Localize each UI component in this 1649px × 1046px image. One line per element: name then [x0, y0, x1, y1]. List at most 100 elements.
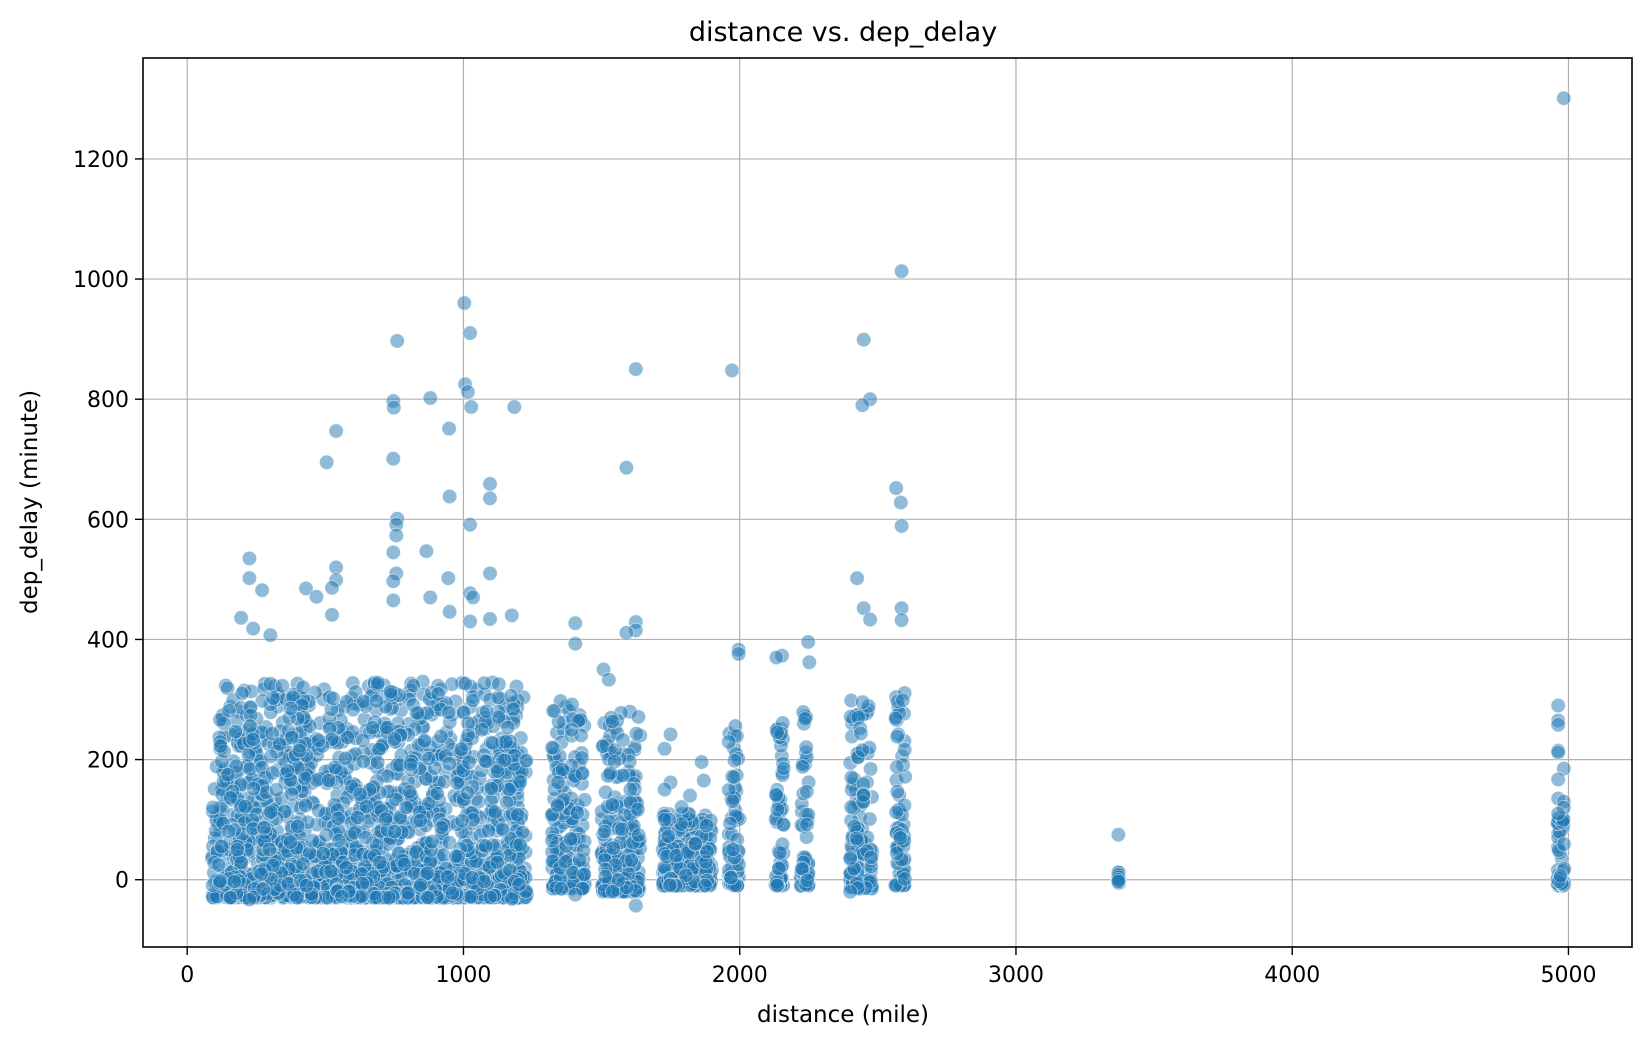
data-point	[1556, 836, 1572, 852]
x-tick-label: 3000	[988, 963, 1044, 988]
data-point	[331, 833, 347, 849]
data-point	[441, 604, 458, 620]
data-point	[350, 809, 366, 826]
data-point	[693, 754, 710, 770]
data-point	[308, 589, 325, 605]
data-point	[842, 850, 858, 866]
data-point	[888, 804, 904, 820]
data-point	[422, 589, 438, 606]
data-point	[463, 889, 479, 905]
data-point	[510, 807, 526, 823]
data-point	[494, 821, 511, 837]
data-point	[1556, 90, 1572, 106]
data-point	[576, 866, 592, 883]
data-point	[460, 384, 476, 400]
data-point	[553, 880, 569, 897]
data-point	[214, 838, 230, 855]
data-point	[597, 784, 614, 800]
data-point	[400, 885, 416, 901]
data-point	[234, 685, 250, 702]
data-point	[324, 607, 340, 623]
data-point	[1110, 827, 1127, 843]
data-point	[485, 735, 501, 751]
data-point	[413, 877, 429, 893]
y-tick-label: 400	[87, 628, 129, 653]
data-point	[550, 774, 566, 791]
data-point	[370, 675, 386, 691]
data-point	[799, 872, 815, 888]
data-point	[662, 877, 678, 893]
data-point	[262, 627, 278, 643]
data-points	[204, 90, 1572, 914]
data-point	[696, 772, 712, 789]
data-point	[205, 799, 221, 816]
data-point	[412, 812, 428, 829]
y-tick-label: 200	[87, 749, 129, 774]
x-tick-label: 2000	[712, 963, 768, 988]
y-tick-label: 800	[87, 388, 129, 413]
data-point	[448, 848, 464, 864]
data-point	[1550, 744, 1566, 761]
data-point	[478, 753, 494, 770]
data-point	[268, 782, 284, 798]
data-point	[478, 838, 494, 854]
data-point	[330, 810, 346, 827]
data-point	[618, 625, 635, 641]
data-point	[567, 636, 583, 652]
data-point	[889, 759, 905, 775]
data-point	[656, 741, 673, 757]
data-point	[482, 490, 498, 506]
data-point	[487, 804, 503, 820]
data-point	[848, 830, 865, 847]
data-point	[567, 615, 583, 631]
data-point	[385, 592, 401, 609]
data-point	[545, 703, 561, 719]
data-point	[323, 863, 339, 879]
data-point	[222, 889, 238, 906]
data-point	[862, 811, 878, 827]
data-point	[418, 543, 434, 559]
data-point	[282, 700, 299, 717]
data-point	[283, 786, 300, 802]
data-point	[289, 818, 306, 834]
data-point	[462, 325, 478, 341]
data-point	[489, 854, 505, 871]
data-point	[605, 840, 621, 856]
data-point	[242, 718, 258, 734]
data-point	[465, 692, 481, 708]
data-point	[853, 725, 869, 742]
data-point	[503, 688, 519, 704]
data-point	[699, 844, 715, 860]
data-point	[240, 747, 257, 763]
data-point	[460, 727, 476, 744]
data-point	[315, 845, 331, 862]
data-point	[893, 263, 910, 279]
data-point	[409, 705, 426, 721]
data-point	[355, 732, 371, 748]
data-point	[697, 877, 713, 894]
y-tick-label: 600	[87, 508, 129, 533]
data-point	[505, 701, 521, 717]
tick-labels: 0 1000 2000 3000 4000 5000 0 200 400 600 800 1000 12…	[73, 148, 1596, 988]
data-point	[723, 869, 739, 886]
data-point	[476, 675, 492, 691]
data-point	[328, 423, 344, 439]
data-point	[482, 565, 498, 582]
data-point	[567, 887, 583, 903]
data-point	[241, 891, 257, 908]
data-point	[279, 763, 295, 779]
data-point	[856, 332, 872, 348]
data-point	[441, 755, 457, 772]
data-point	[439, 869, 455, 885]
data-point	[385, 451, 401, 467]
data-point	[726, 769, 742, 785]
data-point	[682, 787, 698, 804]
data-point	[842, 884, 858, 900]
data-point	[628, 361, 644, 377]
y-axis-title: dep_delay (minute)	[17, 390, 43, 614]
chart-title: distance vs. dep_delay	[689, 17, 997, 48]
data-point	[614, 821, 630, 837]
data-point	[799, 816, 815, 833]
data-point	[491, 676, 507, 692]
